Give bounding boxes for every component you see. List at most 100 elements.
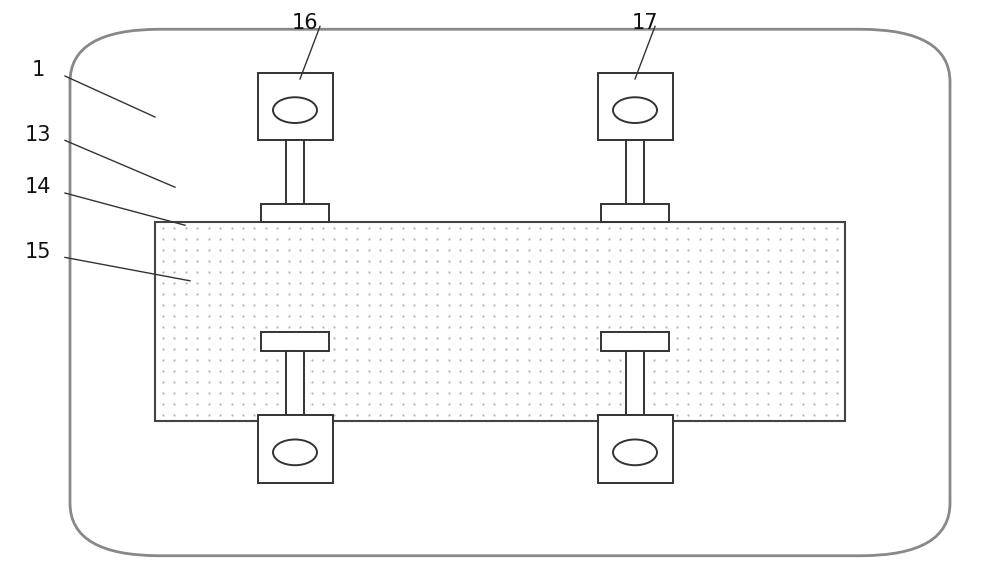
Bar (261, 204, 329, 222)
Point (532, 290, 548, 299)
Point (543, 356, 559, 365)
Point (315, 367, 331, 376)
Bar (258, 73, 332, 140)
Point (623, 356, 639, 365)
Point (463, 345, 479, 354)
Point (429, 400, 445, 409)
Point (738, 356, 754, 365)
Point (201, 301, 217, 310)
Point (795, 388, 811, 398)
Point (818, 345, 834, 354)
Point (555, 235, 571, 244)
Point (246, 223, 262, 233)
Point (235, 388, 251, 398)
Point (224, 312, 240, 321)
Point (703, 345, 719, 354)
Point (406, 322, 422, 332)
Point (601, 235, 617, 244)
Point (189, 322, 205, 332)
Point (498, 322, 514, 332)
Point (703, 301, 719, 310)
Point (749, 290, 765, 299)
Point (486, 267, 502, 277)
Point (566, 312, 582, 321)
Point (521, 290, 537, 299)
Point (589, 388, 605, 398)
Point (726, 290, 742, 299)
Point (361, 267, 377, 277)
Point (578, 256, 594, 266)
Point (281, 333, 297, 343)
Point (452, 301, 468, 310)
Point (749, 356, 765, 365)
Point (166, 367, 182, 376)
Point (726, 278, 742, 288)
Point (509, 388, 525, 398)
Point (178, 356, 194, 365)
Point (338, 223, 354, 233)
Point (475, 378, 491, 387)
Point (738, 290, 754, 299)
Point (669, 235, 685, 244)
Point (178, 367, 194, 376)
Point (749, 312, 765, 321)
Point (612, 345, 628, 354)
Point (760, 411, 776, 420)
Point (189, 223, 205, 233)
Point (372, 388, 388, 398)
Point (315, 388, 331, 398)
Point (418, 345, 434, 354)
Point (201, 388, 217, 398)
Point (452, 345, 468, 354)
Point (760, 278, 776, 288)
Point (589, 267, 605, 277)
Point (715, 388, 731, 398)
Point (304, 290, 320, 299)
Point (292, 322, 308, 332)
Circle shape (273, 97, 317, 123)
Point (166, 256, 182, 266)
Point (612, 267, 628, 277)
Point (212, 235, 228, 244)
Point (555, 290, 571, 299)
Point (726, 411, 742, 420)
Point (372, 301, 388, 310)
Point (155, 333, 171, 343)
Point (292, 267, 308, 277)
Point (269, 312, 285, 321)
Point (635, 388, 651, 398)
Point (498, 223, 514, 233)
Point (166, 322, 182, 332)
Point (612, 322, 628, 332)
Point (623, 278, 639, 288)
Point (475, 246, 491, 255)
Point (795, 333, 811, 343)
Point (715, 223, 731, 233)
Point (395, 301, 411, 310)
Point (269, 246, 285, 255)
Point (212, 267, 228, 277)
Point (818, 246, 834, 255)
Point (338, 235, 354, 244)
Point (669, 356, 685, 365)
Point (818, 267, 834, 277)
Point (166, 290, 182, 299)
Point (509, 223, 525, 233)
Point (418, 301, 434, 310)
Point (406, 345, 422, 354)
Point (623, 290, 639, 299)
Point (772, 400, 788, 409)
Point (623, 367, 639, 376)
Point (292, 278, 308, 288)
Point (726, 400, 742, 409)
Point (760, 246, 776, 255)
Point (475, 388, 491, 398)
Point (509, 290, 525, 299)
Point (326, 223, 342, 233)
Point (806, 290, 822, 299)
Point (669, 367, 685, 376)
Point (395, 345, 411, 354)
Point (509, 333, 525, 343)
Point (635, 256, 651, 266)
Point (772, 388, 788, 398)
